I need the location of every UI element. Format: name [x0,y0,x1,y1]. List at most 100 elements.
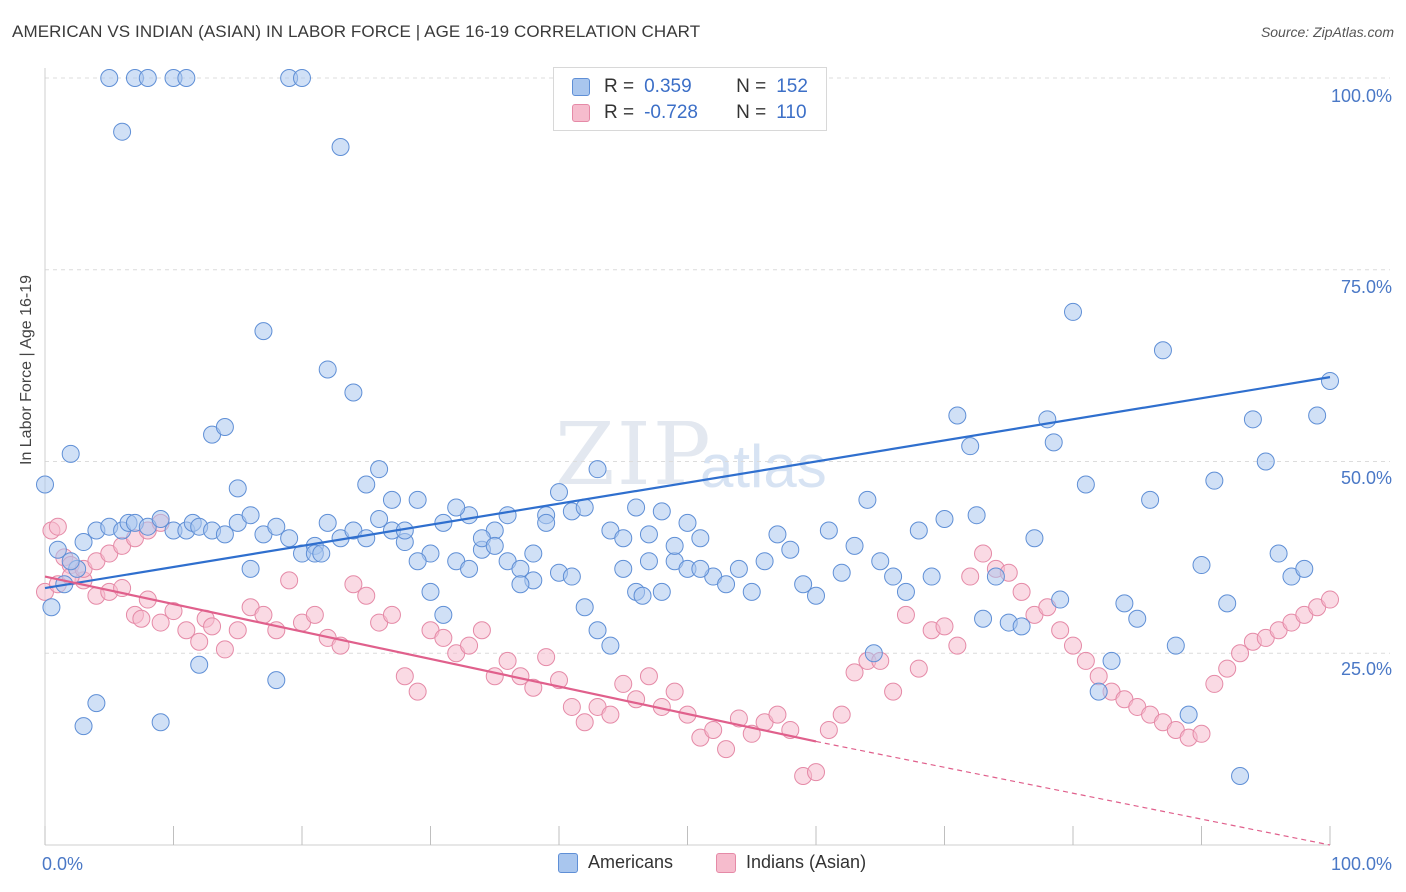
indians-point-32 [408,682,427,701]
bottom-indians-label: Indians (Asian) [746,852,867,872]
americans-r-value: 0.359 [644,76,692,97]
indians-point-84 [1076,651,1095,670]
americans-point-154 [614,529,633,548]
americans-point-65 [819,521,838,540]
americans-point-126 [267,671,286,690]
americans-r-label: R = [604,76,635,97]
indians-point-82 [1051,621,1070,640]
americans-point-57 [717,575,736,594]
americans-point-134 [357,475,376,494]
americans-point-112 [87,694,106,713]
indians-point-12 [164,602,183,621]
americans-point-101 [1243,410,1262,429]
americans-point-86 [1051,590,1070,609]
indians-point-60 [768,705,787,724]
americans-point-29 [370,510,389,529]
americans-point-78 [967,506,986,525]
indians-point-41 [524,678,543,697]
americans-point-149 [550,483,568,502]
americans-point-116 [138,69,157,87]
indians-point-47 [601,705,620,724]
americans-point-148 [537,513,556,532]
indians-point-69 [884,682,903,701]
indians-point-65 [832,705,851,724]
americans-point-83 [1025,529,1044,548]
indians-point-76 [974,544,993,563]
americans-point-140 [434,605,453,624]
americans-point-28 [357,529,376,548]
americans-point-11 [151,510,170,529]
americans-point-124 [241,559,260,578]
indians-point-43 [550,671,568,690]
indians-point-74 [948,636,967,655]
americans-point-48 [614,559,633,578]
americans-point-3 [74,533,93,552]
indians-point-1 [48,517,67,536]
indians-point-55 [704,720,723,739]
correlation-legend: R = 0.359 N = 152 R = -0.728 N = 110 [553,67,827,131]
americans-swatch [572,78,590,96]
indians-point-9 [132,609,151,628]
americans-point-117 [151,713,170,732]
americans-point-89 [1089,682,1108,701]
americans-point-97 [1192,556,1211,575]
americans-point-0 [42,598,61,617]
indians-point-48 [614,674,633,693]
indians-r-label: R = [604,102,635,123]
americans-point-145 [498,506,517,525]
americans-point-146 [511,575,530,594]
watermark-atlas: atlas [700,433,827,500]
americans-point-103 [1269,544,1288,563]
indians-point-14 [190,632,209,651]
indians-swatch [572,104,590,122]
indians-point-96 [1231,644,1250,663]
legend-row-indians: R = -0.728 N = 110 [572,101,807,125]
indians-n-label: N = [736,102,767,123]
americans-point-80 [986,567,1005,586]
watermark-zip: ZIP [555,405,713,505]
indians-point-18 [228,621,247,640]
bottom-americans-swatch [558,852,578,873]
indians-point-39 [498,651,517,670]
indians-point-28 [357,586,376,605]
americans-point-62 [781,540,800,559]
bottom-americans-label: Americans [588,852,674,872]
americans-point-72 [896,582,915,601]
indians-point-56 [717,740,736,759]
americans-point-122 [215,417,234,436]
americans-point-96 [1179,705,1198,724]
americans-point-58 [729,559,748,578]
americans-point-139 [421,582,440,601]
americans-point-91 [1115,594,1134,613]
americans-point-99 [1218,594,1237,613]
americans-point-32 [408,490,427,509]
indians-point-93 [1192,724,1211,743]
americans-point-138 [408,552,427,571]
indians-point-22 [280,571,299,590]
americans-point-94 [1153,341,1172,360]
americans-point-51 [639,525,658,544]
americans-point-92 [1128,609,1147,628]
americans-point-147 [524,544,543,563]
indians-trend-line [44,575,817,743]
americans-point-87 [1064,302,1082,321]
americans-point-105 [1295,559,1314,578]
americans-point-88 [1076,475,1095,494]
indians-point-70 [896,605,915,624]
americans-point-109 [48,540,67,559]
indians-point-13 [177,621,196,640]
indians-point-71 [909,659,928,678]
y-tick-label-75: 75.0% [1340,277,1392,297]
americans-point-60 [755,552,774,571]
x-tick-label-max: 100.0% [1330,854,1392,874]
americans-point-98 [1205,471,1224,490]
indians-point-44 [562,697,581,716]
americans-point-22 [280,529,299,548]
americans-point-66 [832,563,851,582]
indians-point-83 [1064,636,1082,655]
americans-point-102 [1256,452,1275,471]
americans-point-155 [627,498,646,517]
indians-point-45 [575,713,594,732]
americans-point-45 [575,498,594,517]
americans-point-156 [639,552,658,571]
